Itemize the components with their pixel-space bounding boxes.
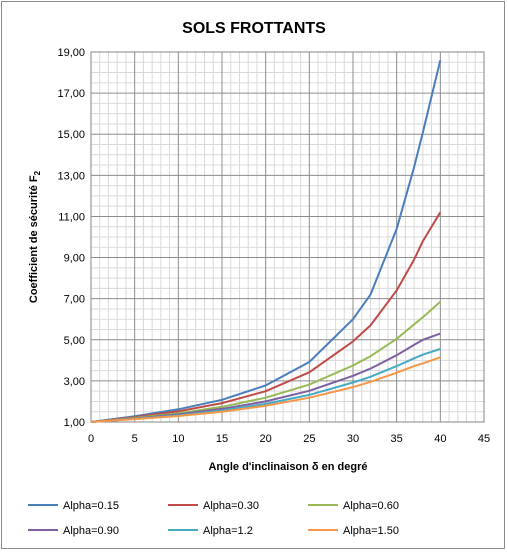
legend-entry-label: Alpha=1.2 bbox=[203, 525, 253, 537]
x-tick-label: 5 bbox=[132, 433, 138, 445]
x-tick-label: 35 bbox=[391, 433, 403, 445]
x-tick-label: 30 bbox=[347, 433, 359, 445]
y-tick-label: 9,00 bbox=[64, 253, 85, 265]
x-tick-label: 25 bbox=[303, 433, 315, 445]
y-tick-label: 3,00 bbox=[64, 376, 85, 388]
x-tick-label: 45 bbox=[478, 433, 490, 445]
series-lines bbox=[90, 59, 442, 423]
y-axis-ticks: 1,00 3,00 5,00 7,00 9,00 11,00 13,00 15,00 17,00… bbox=[57, 47, 85, 429]
x-axis-ticks: 0 5 10 15 20 25 30 35 40 45 bbox=[88, 433, 490, 445]
y-tick-label: 15,00 bbox=[57, 129, 85, 141]
chart-title: SOLS FROTTANTS bbox=[182, 20, 326, 37]
y-tick-label: 19,00 bbox=[57, 47, 85, 59]
y-tick-label: 11,00 bbox=[58, 211, 85, 223]
legend-entry-label: Alpha=1.50 bbox=[343, 525, 399, 537]
y-tick-label: 7,00 bbox=[64, 294, 85, 306]
plot-area bbox=[90, 51, 485, 423]
x-tick-label: 15 bbox=[216, 433, 228, 445]
legend-entry-label: Alpha=0.60 bbox=[343, 500, 399, 512]
y-tick-label: 17,00 bbox=[57, 88, 85, 100]
legend: Alpha=0.15 Alpha=0.30 Alpha=0.60 Alpha=0.90… bbox=[28, 500, 399, 537]
x-tick-label: 0 bbox=[88, 433, 94, 445]
y-tick-label: 5,00 bbox=[64, 335, 85, 347]
y-axis-label-subscript: 2 bbox=[33, 170, 42, 175]
y-axis-label-main: Coefficient de sécurité F bbox=[28, 175, 40, 303]
legend-entry-label: Alpha=0.30 bbox=[203, 500, 259, 512]
x-tick-label: 20 bbox=[260, 433, 272, 445]
x-tick-label: 10 bbox=[172, 433, 184, 445]
y-axis-label: Coefficient de sécurité F2 bbox=[28, 170, 42, 303]
minor-gridlines bbox=[91, 52, 484, 422]
series-line bbox=[90, 211, 442, 423]
legend-entry-label: Alpha=0.90 bbox=[63, 525, 119, 537]
series-line bbox=[90, 59, 442, 423]
legend-entry-label: Alpha=0.15 bbox=[63, 500, 119, 512]
x-tick-label: 40 bbox=[434, 433, 446, 445]
series-line bbox=[90, 356, 441, 423]
y-tick-label: 1,00 bbox=[64, 417, 85, 429]
y-tick-label: 13,00 bbox=[57, 170, 85, 182]
x-axis-label: Angle d'inclinaison δ en degré bbox=[208, 461, 367, 473]
